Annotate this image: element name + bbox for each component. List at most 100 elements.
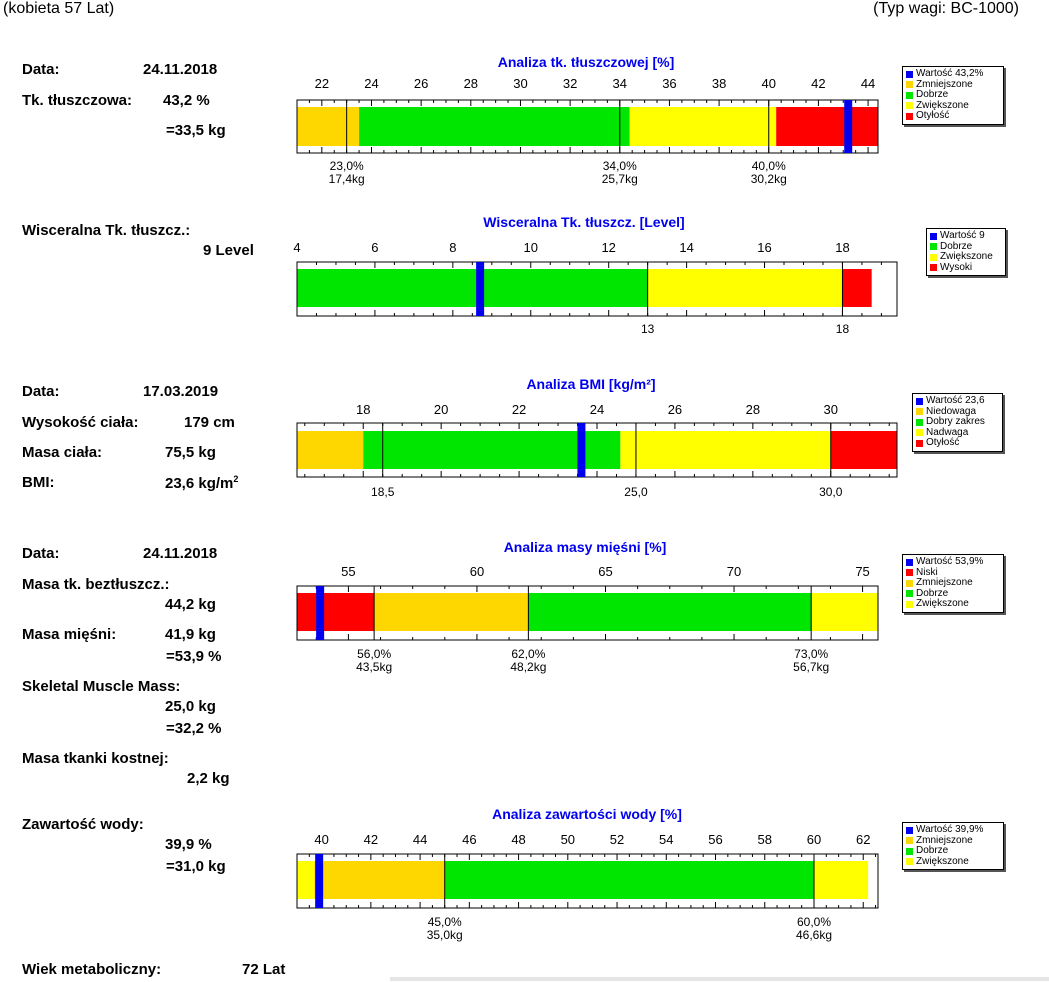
metabolic-label: Wiek metaboliczny:	[22, 961, 162, 978]
water-legend-label: Wartość 39,9%	[916, 824, 984, 835]
header-left: (kobieta 57 Lat)	[3, 0, 115, 17]
water-legend-label: Zwiększone	[916, 855, 969, 867]
water-legend-label: Dobrze	[916, 845, 949, 856]
bmi-boundary-label-1: 25,0	[624, 486, 647, 499]
water-legend-label: Zmniejszone	[916, 834, 973, 846]
visceral-band-0	[297, 269, 648, 307]
water-tick-label: 46	[462, 832, 477, 847]
skeletal-label: Skeletal Muscle Mass:	[22, 678, 181, 695]
fat-value: 43,2 %	[163, 92, 210, 109]
bmi-label: BMI:	[22, 474, 55, 491]
bmi-tick-label: 18	[355, 402, 371, 417]
visceral-value: 9 Level	[203, 242, 254, 259]
water-legend-swatch	[906, 837, 913, 845]
fat-legend: Wartość 43,2% Zmniejszone Dobrze Zwiększone…	[902, 66, 1004, 125]
muscle-value: 41,9 kg	[165, 626, 216, 643]
bmi-legend-item: Dobry zakres	[916, 416, 998, 428]
water-axis-frame	[296, 853, 879, 909]
muscle-boundary-kg: 43,5kg	[356, 660, 393, 674]
muscle-boundary-label-0: 56,0% 43,5kg	[356, 648, 392, 674]
bmi-band-3	[830, 431, 897, 469]
bmi-legend-label: Otyłość	[926, 437, 960, 448]
muscle-date-label: Data:	[22, 545, 60, 562]
muscle-boundary-label-2: 73,0% 56,7kg	[793, 648, 829, 674]
muscle-legend-swatch	[906, 590, 913, 598]
fat-band-0	[297, 107, 360, 146]
visceral-axis-frame	[296, 261, 898, 317]
muscle-label: Masa mięśni:	[22, 626, 117, 643]
water-legend-item: Zwiększone	[906, 855, 999, 868]
fat-tick-label: 28	[463, 76, 479, 91]
visceral-legend-swatch	[930, 232, 937, 240]
muscle-value-marker	[316, 586, 325, 640]
bmi-legend-item: Nadwaga	[916, 426, 998, 439]
water-tick-label: 42	[363, 832, 379, 847]
fat-band-3	[776, 107, 878, 146]
height-label: Wysokość ciała:	[22, 414, 139, 431]
muscle-legend-swatch	[906, 558, 913, 566]
fat-legend-item: Wartość 43,2%	[906, 68, 999, 80]
water-tick-label: 56	[708, 832, 723, 847]
bmi-legend-label: Nadwaga	[926, 426, 969, 438]
bmi-legend-item: Wartość 23,6	[916, 395, 998, 407]
muscle-legend-label: Zmniejszone	[916, 577, 973, 588]
fat-tick-label: 40	[761, 76, 776, 91]
bmi-boundary-pct: 25,0	[624, 485, 648, 499]
water-chart-title: Analiza zawartości wody [%]	[492, 806, 682, 822]
bmi-value-text: 23,6 kg/m	[165, 475, 234, 492]
water-boundary-kg: 35,0kg	[426, 928, 463, 942]
water-boundary-label-0: 45,0% 35,0kg	[427, 916, 463, 942]
fat-legend-item: Zwiększone	[906, 100, 999, 112]
visceral-boundary-label-0: 13	[641, 323, 654, 336]
bmi-legend-swatch	[916, 418, 923, 426]
bmi-unit-exponent: 2	[233, 474, 239, 484]
mass-value: 75,5 kg	[165, 444, 216, 461]
visceral-tick-label: 16	[757, 240, 772, 255]
bmi-boundary-label-0: 18,5	[371, 486, 394, 499]
bmi-date: 17.03.2019	[143, 383, 219, 400]
water-boundary-label-1: 60,0% 46,6kg	[796, 916, 832, 942]
fat-legend-label: Otyłość	[916, 110, 950, 121]
water-legend-swatch	[906, 826, 913, 834]
muscle-tick-label: 65	[598, 564, 613, 579]
water-tick-label: 62	[855, 832, 871, 847]
visceral-legend-swatch	[930, 243, 937, 251]
bone-label: Masa tkanki kostnej:	[22, 750, 169, 767]
fat-legend-swatch	[906, 102, 913, 110]
bmi-boundary-pct: 18,5	[371, 485, 395, 499]
fat-legend-item: Otyłość	[906, 110, 999, 122]
visceral-legend-swatch	[930, 264, 937, 272]
muscle-boundary-pct: 73,0%	[794, 647, 829, 661]
water-tick-label: 54	[659, 832, 674, 847]
water-tick-label: 50	[560, 832, 576, 847]
muscle-legend-swatch	[906, 579, 913, 587]
muscle-boundary-pct: 56,0%	[357, 647, 392, 661]
muscle-legend-item: Dobrze	[906, 587, 999, 600]
water-tick-label: 58	[757, 832, 772, 847]
bmi-legend-item: Otyłość	[916, 437, 998, 449]
fat-boundary-kg: 17,4kg	[328, 172, 365, 186]
water-kg: =31,0 kg	[166, 858, 226, 875]
bmi-legend-swatch	[916, 408, 923, 416]
bmi-legend-item: Niedowaga	[916, 406, 998, 418]
muscle-boundary-pct: 62,0%	[511, 647, 546, 661]
muscle-band-1	[374, 593, 529, 631]
header-right: (Typ wagi: BC-1000)	[873, 0, 1019, 17]
muscle-tick-label: 75	[855, 564, 870, 579]
fat-band-2	[629, 107, 777, 146]
muscle-legend-label: Dobrze	[916, 587, 949, 599]
muscle-legend: Wartość 53,9% Niski Zmniejszone Dobrze Zwięk…	[902, 554, 1004, 613]
water-band-2	[444, 861, 814, 899]
muscle-date: 24.11.2018	[143, 545, 218, 562]
bmi-legend-swatch	[916, 397, 923, 405]
fat-boundary-label-2: 40,0% 30,2kg	[751, 160, 787, 186]
bmi-tick-label: 20	[433, 402, 449, 417]
visceral-legend-swatch	[930, 253, 937, 261]
muscle-boundary-kg: 56,7kg	[793, 660, 830, 674]
fat-tick-label: 26	[413, 76, 429, 91]
fat-boundary-pct: 40,0%	[751, 159, 786, 173]
visceral-chart-title: Wisceralna Tk. tłuszcz. [Level]	[483, 214, 685, 230]
bmi-legend-swatch	[916, 439, 923, 447]
water-band-0	[297, 861, 315, 899]
